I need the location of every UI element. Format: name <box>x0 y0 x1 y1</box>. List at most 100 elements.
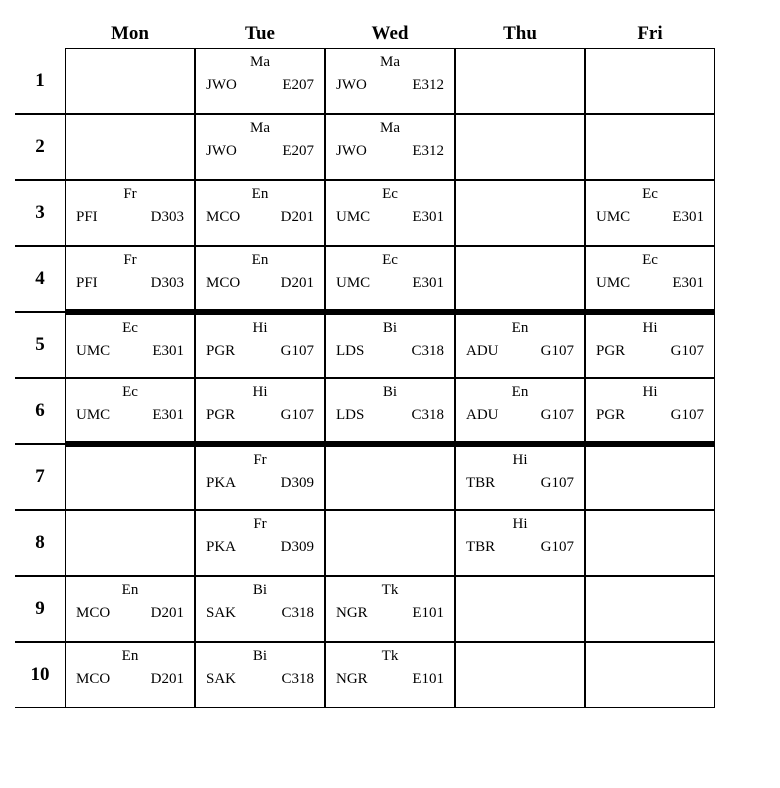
subject-code: Ec <box>594 185 706 203</box>
subject-code: Ec <box>334 185 446 203</box>
cell-details: UMC E301 <box>74 343 186 360</box>
day-header: Tue <box>195 20 325 48</box>
timetable-cell <box>65 48 195 114</box>
teacher-code: PGR <box>596 343 625 360</box>
teacher-code: JWO <box>206 143 237 160</box>
teacher-code: MCO <box>76 605 110 622</box>
timetable-cell: MaJWOE207 <box>195 48 325 114</box>
room-code: E301 <box>412 209 444 226</box>
timetable-cell <box>455 642 585 708</box>
cell-details: MCO D201 <box>74 671 186 688</box>
timetable-cell <box>585 48 715 114</box>
subject-code: Ma <box>204 53 316 71</box>
subject-code: En <box>464 319 576 337</box>
cell-details: MCOD201 <box>204 275 316 292</box>
period-label: 9 <box>15 576 65 642</box>
teacher-code: UMC <box>596 275 630 292</box>
day-header: Mon <box>65 20 195 48</box>
room-code: C318 <box>281 671 314 688</box>
cell-details: PKAD309 <box>204 539 316 556</box>
period-label: 7 <box>15 444 65 510</box>
day-header: Thu <box>455 20 585 48</box>
teacher-code: TBR <box>466 539 495 556</box>
period-label: 4 <box>15 246 65 312</box>
timetable-cell <box>65 114 195 180</box>
cell-details: LDS C318 <box>334 343 446 360</box>
subject-code: En <box>74 581 186 599</box>
teacher-code: ADU <box>466 343 499 360</box>
subject-code: Bi <box>334 319 446 337</box>
timetable-cell: FrPFID303 <box>65 180 195 246</box>
subject-code: Fr <box>74 251 186 269</box>
cell-details: PGRG107 <box>204 407 316 424</box>
cell-details: UMC E301 <box>594 275 706 292</box>
period-label: 10 <box>15 642 65 708</box>
teacher-code: SAK <box>206 605 236 622</box>
cell-details: ADUG107 <box>464 407 576 424</box>
timetable-cell: En ADU G107 <box>455 312 585 378</box>
room-code: E301 <box>152 343 184 360</box>
subject-code: Ec <box>74 383 186 401</box>
teacher-code: JWO <box>336 77 367 94</box>
cell-details: MCOD201 <box>74 605 186 622</box>
timetable-cell <box>585 576 715 642</box>
cell-details: TBRG107 <box>464 539 576 556</box>
teacher-code: MCO <box>206 275 240 292</box>
header-blank <box>15 20 65 48</box>
timetable-cell <box>585 444 715 510</box>
room-code: G107 <box>281 343 314 360</box>
cell-details: JWOE207 <box>204 143 316 160</box>
timetable-cell: TkNGRE101 <box>325 576 455 642</box>
timetable-cell <box>585 114 715 180</box>
timetable-cell: HiPGRG107 <box>195 378 325 444</box>
timetable-cell: En MCO D201 <box>65 642 195 708</box>
room-code: E312 <box>412 143 444 160</box>
timetable-cell <box>65 510 195 576</box>
subject-code: Fr <box>74 185 186 203</box>
teacher-code: NGR <box>336 605 368 622</box>
timetable-cell: EnMCOD201 <box>195 180 325 246</box>
teacher-code: UMC <box>596 209 630 226</box>
teacher-code: LDS <box>336 343 364 360</box>
teacher-code: PGR <box>596 407 625 424</box>
timetable-cell <box>455 114 585 180</box>
teacher-code: TBR <box>466 475 495 492</box>
timetable-cell: HiPGRG107 <box>585 378 715 444</box>
teacher-code: MCO <box>76 671 110 688</box>
cell-details: LDSC318 <box>334 407 446 424</box>
subject-code: Hi <box>464 451 576 469</box>
subject-code: Ec <box>594 251 706 269</box>
room-code: E301 <box>672 275 704 292</box>
room-code: G107 <box>541 343 574 360</box>
subject-code: Ma <box>334 53 446 71</box>
room-code: C318 <box>411 343 444 360</box>
timetable-cell: BiLDSC318 <box>325 378 455 444</box>
period-label: 1 <box>15 48 65 114</box>
cell-details: NGRE101 <box>334 671 446 688</box>
room-code: D309 <box>281 539 314 556</box>
subject-code: Fr <box>204 451 316 469</box>
room-code: D201 <box>151 671 184 688</box>
timetable-cell: Ec UMC E301 <box>585 246 715 312</box>
teacher-code: ADU <box>466 407 499 424</box>
cell-details: PKAD309 <box>204 475 316 492</box>
subject-code: En <box>74 647 186 665</box>
cell-details: JWOE312 <box>334 143 446 160</box>
timetable-cell <box>455 48 585 114</box>
timetable-cell: TkNGRE101 <box>325 642 455 708</box>
teacher-code: UMC <box>336 275 370 292</box>
subject-code: Ma <box>334 119 446 137</box>
teacher-code: UMC <box>76 343 110 360</box>
teacher-code: MCO <box>206 209 240 226</box>
timetable-cell <box>325 444 455 510</box>
timetable-cell <box>325 510 455 576</box>
timetable-cell: EcUMCE301 <box>585 180 715 246</box>
timetable-cell <box>455 180 585 246</box>
teacher-code: LDS <box>336 407 364 424</box>
room-code: G107 <box>541 475 574 492</box>
teacher-code: SAK <box>206 671 236 688</box>
subject-code: En <box>464 383 576 401</box>
teacher-code: PFI <box>76 275 98 292</box>
day-header: Fri <box>585 20 715 48</box>
subject-code: En <box>204 185 316 203</box>
